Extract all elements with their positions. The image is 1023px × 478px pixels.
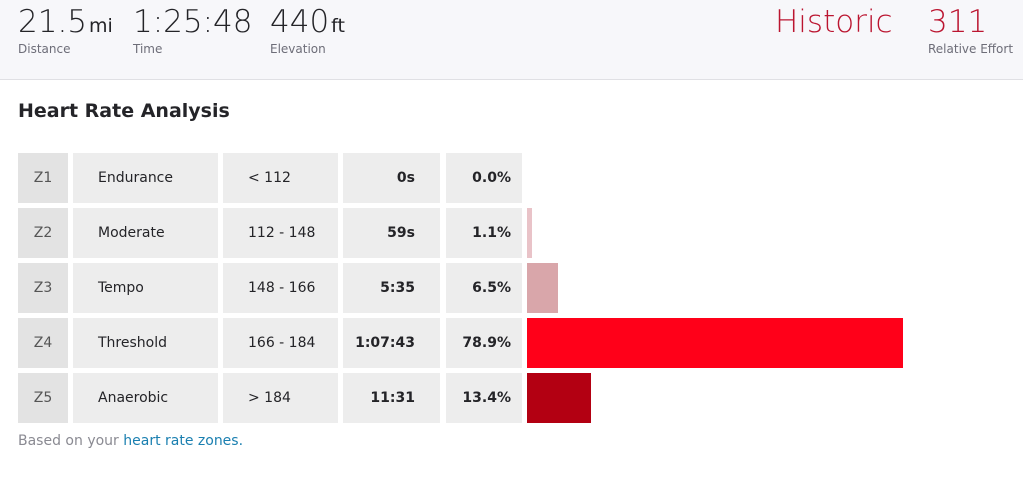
cell-name: Anaerobic xyxy=(73,373,218,423)
stat-value: 21.5 xyxy=(18,4,88,40)
footer: Based on your heart rate zones. xyxy=(18,433,243,449)
cell-range: > 184 xyxy=(223,373,338,423)
cell-range: 148 - 166 xyxy=(223,263,338,313)
zone-bar xyxy=(527,208,533,258)
cell-percent: 0.0% xyxy=(446,153,522,203)
cell-range: 166 - 184 xyxy=(223,318,338,368)
stat: 440 ft Elevation xyxy=(270,4,345,56)
stat-value: 1:25:48 xyxy=(133,4,253,40)
stat: 21.5 mi Distance xyxy=(18,4,113,56)
section-title: Heart Rate Analysis xyxy=(18,100,230,122)
effort-value: 311 xyxy=(928,4,988,40)
header: 21.5 mi Distance 1:25:48 Time 440 ft Elevation H… xyxy=(0,0,1023,80)
footer-text: Based on your xyxy=(18,433,119,449)
cell-name: Threshold xyxy=(73,318,218,368)
cell-range: 112 - 148 xyxy=(223,208,338,258)
cell-time: 59s xyxy=(343,208,440,258)
effort-level: Historic xyxy=(775,4,893,40)
zones-link[interactable]: heart rate zones. xyxy=(123,433,244,449)
stat: 1:25:48 Time xyxy=(133,4,253,56)
cell-percent: 6.5% xyxy=(446,263,522,313)
zone-bar xyxy=(527,263,558,313)
stat-line: 21.5 mi xyxy=(18,4,113,40)
cell-name: Endurance xyxy=(73,153,218,203)
stat-label: Time xyxy=(133,42,163,56)
cell-time: 0s xyxy=(343,153,440,203)
cell-percent: 13.4% xyxy=(446,373,522,423)
cell-zone: Z4 xyxy=(18,318,68,368)
cell-range: < 112 xyxy=(223,153,338,203)
effort: 311 Relative Effort xyxy=(928,4,1013,56)
stat-label: Distance xyxy=(18,42,71,56)
cell-name: Moderate xyxy=(73,208,218,258)
zone-bar xyxy=(527,318,904,368)
cell-time: 11:31 xyxy=(343,373,440,423)
cell-zone: Z2 xyxy=(18,208,68,258)
cell-time: 5:35 xyxy=(343,263,440,313)
stat-label: Elevation xyxy=(270,42,326,56)
cell-percent: 78.9% xyxy=(446,318,522,368)
cell-name: Tempo xyxy=(73,263,218,313)
cell-time: 1:07:43 xyxy=(343,318,440,368)
cell-percent: 1.1% xyxy=(446,208,522,258)
zone-bar xyxy=(527,373,591,423)
stat-line: 1:25:48 xyxy=(133,4,253,40)
stat-unit: ft xyxy=(331,15,345,37)
stat-unit: mi xyxy=(89,15,113,37)
cell-zone: Z1 xyxy=(18,153,68,203)
cell-zone: Z5 xyxy=(18,373,68,423)
effort-label: Relative Effort xyxy=(928,42,1014,56)
stat-value: 440 xyxy=(270,4,330,40)
stat-line: 440 ft xyxy=(270,4,345,40)
cell-zone: Z3 xyxy=(18,263,68,313)
